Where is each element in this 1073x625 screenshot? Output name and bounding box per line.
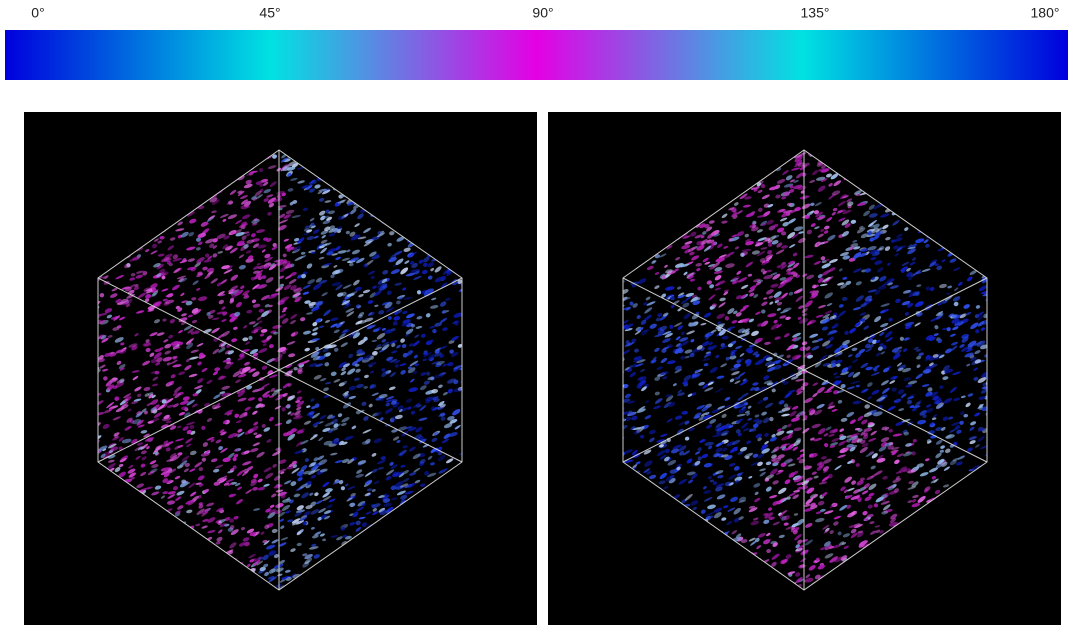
colorbar-label: 90° xyxy=(532,5,553,21)
colorbar-label: 180° xyxy=(1031,5,1060,21)
colorbar-label: 45° xyxy=(259,5,280,21)
colorbar-label: 0° xyxy=(31,5,44,21)
colorbar xyxy=(5,30,1068,80)
colorbar-labels: 0° 45° 90° 135° 180° xyxy=(31,5,1059,21)
page: 0° 45° 90° 135° 180° (() => { const data… xyxy=(0,0,1073,625)
colorbar-label: 135° xyxy=(801,5,830,21)
figure: 0° 45° 90° 135° 180° xyxy=(0,0,1073,625)
